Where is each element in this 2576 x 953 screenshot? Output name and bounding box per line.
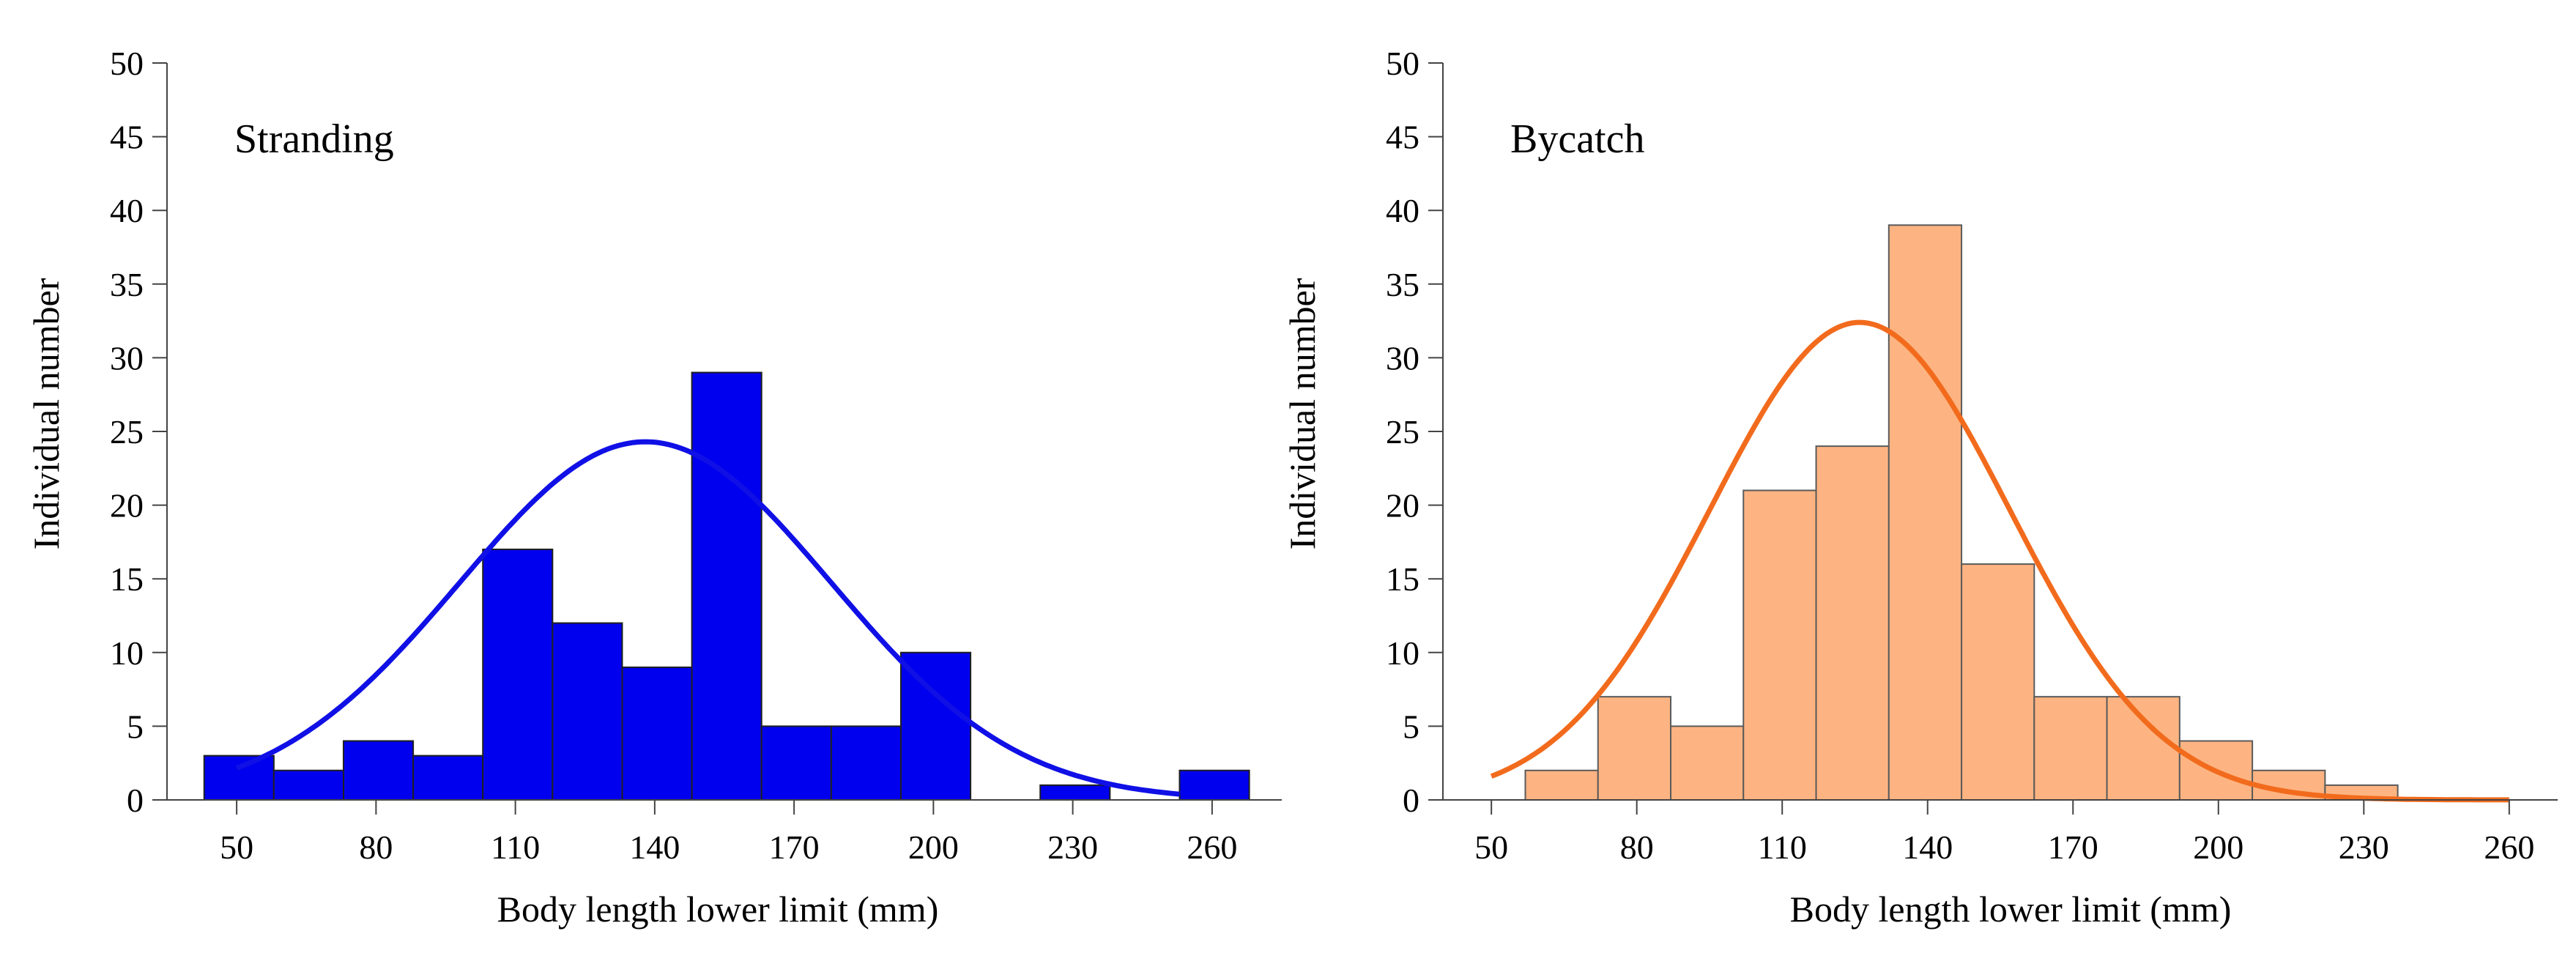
bycatch-bar	[1597, 696, 1672, 801]
stranding-bar	[1178, 769, 1250, 801]
stranding-x-tick-label: 140	[629, 828, 680, 866]
stranding-y-tick-label: 5	[127, 708, 144, 745]
stranding-bar	[621, 666, 693, 801]
stranding-chart: 0 5 10 15 20 25 30 35 40 45 50 50 80 110 140 170 200 230…	[26, 45, 1282, 930]
stranding-normal-curve	[235, 439, 1180, 797]
stranding-y-ticks: 0 5 10 15 20 25 30 35 40 45 50	[110, 45, 167, 819]
stranding-x-tick-label: 110	[491, 828, 540, 866]
bycatch-normal-curve	[1490, 319, 2509, 803]
stranding-x-tick-label: 80	[359, 828, 393, 866]
stranding-y-tick-label: 50	[110, 45, 144, 82]
stranding-x-tick-label: 170	[769, 828, 820, 866]
bycatch-bar	[1524, 769, 1599, 801]
bycatch-bar	[2106, 696, 2180, 801]
stranding-x-tick-label: 50	[220, 828, 253, 866]
stranding-y-tick-label: 20	[110, 487, 144, 524]
bycatch-bars	[1524, 224, 2399, 801]
stranding-bar	[272, 769, 344, 801]
stranding-y-tick-label: 30	[110, 339, 144, 377]
bycatch-y-tick-label: 15	[1386, 560, 1419, 598]
bycatch-bar	[1742, 489, 1817, 801]
stranding-bar	[482, 548, 554, 801]
stranding-y-tick-label: 10	[110, 634, 144, 672]
bycatch-y-tick-label: 10	[1386, 634, 1419, 672]
stranding-y-tick-label: 25	[110, 413, 144, 450]
bycatch-x-tick-label: 170	[2048, 828, 2098, 866]
bycatch-y-tick-label: 0	[1403, 782, 1419, 819]
bycatch-x-ticks: 50 80 110 140 170 200 230 260	[1474, 800, 2534, 866]
stranding-y-tick-label: 15	[110, 560, 144, 598]
bycatch-x-tick-label: 230	[2339, 828, 2389, 866]
bycatch-y-tick-label: 40	[1386, 192, 1419, 229]
stranding-x-tick-label: 230	[1047, 828, 1098, 866]
bycatch-y-axis-title: Individual number	[1282, 278, 1323, 549]
stranding-y-tick-label: 45	[110, 119, 144, 156]
stranding-bar	[552, 622, 623, 801]
bycatch-y-tick-label: 30	[1386, 339, 1419, 377]
bycatch-x-tick-label: 200	[2193, 828, 2243, 866]
stranding-bar	[412, 754, 484, 801]
bycatch-bar	[1815, 445, 1890, 801]
bycatch-bar	[1888, 224, 1963, 801]
stranding-y-axis-title: Individual number	[26, 278, 67, 549]
bycatch-x-tick-label: 80	[1620, 828, 1654, 866]
stranding-y-tick-label: 35	[110, 266, 144, 303]
stranding-y-tick-label: 0	[127, 782, 144, 819]
bycatch-y-tick-label: 5	[1403, 708, 1419, 745]
bycatch-y-tick-label: 45	[1386, 119, 1419, 156]
bycatch-x-tick-label: 50	[1474, 828, 1508, 866]
stranding-x-tick-label: 260	[1187, 828, 1237, 866]
stranding-bar	[691, 371, 762, 801]
bycatch-y-ticks: 0 5 10 15 20 25 30 35 40 45 50	[1386, 45, 1443, 819]
stranding-x-ticks: 50 80 110 140 170 200 230 260	[220, 800, 1237, 866]
stranding-bar	[1039, 784, 1111, 801]
bycatch-y-tick-label: 25	[1386, 413, 1419, 450]
stranding-y-tick-label: 40	[110, 192, 144, 229]
bycatch-y-tick-label: 35	[1386, 266, 1419, 303]
bycatch-x-tick-label: 260	[2484, 828, 2534, 866]
stranding-bar	[342, 740, 415, 801]
stranding-title: Stranding	[234, 116, 394, 162]
stranding-x-axis-title: Body length lower limit (mm)	[497, 889, 939, 930]
bycatch-x-tick-label: 110	[1758, 828, 1807, 866]
bycatch-y-tick-label: 50	[1386, 45, 1419, 82]
bycatch-chart: 0 5 10 15 20 25 30 35 40 45 50 50 80 110 140 170 200 230…	[1282, 45, 2558, 930]
stranding-bar	[203, 754, 275, 801]
stranding-bar	[830, 725, 902, 801]
bycatch-bar	[2033, 696, 2108, 801]
bycatch-title: Bycatch	[1510, 116, 1644, 162]
bycatch-x-axis-title: Body length lower limit (mm)	[1790, 889, 2232, 930]
bycatch-bar	[1670, 725, 1745, 801]
stranding-bars	[203, 371, 1250, 801]
bycatch-y-tick-label: 20	[1386, 487, 1419, 524]
stranding-bar	[899, 651, 972, 801]
stranding-bar	[760, 725, 832, 801]
stranding-x-tick-label: 200	[908, 828, 959, 866]
bycatch-bar	[1961, 563, 2035, 801]
bycatch-x-tick-label: 140	[1902, 828, 1953, 866]
